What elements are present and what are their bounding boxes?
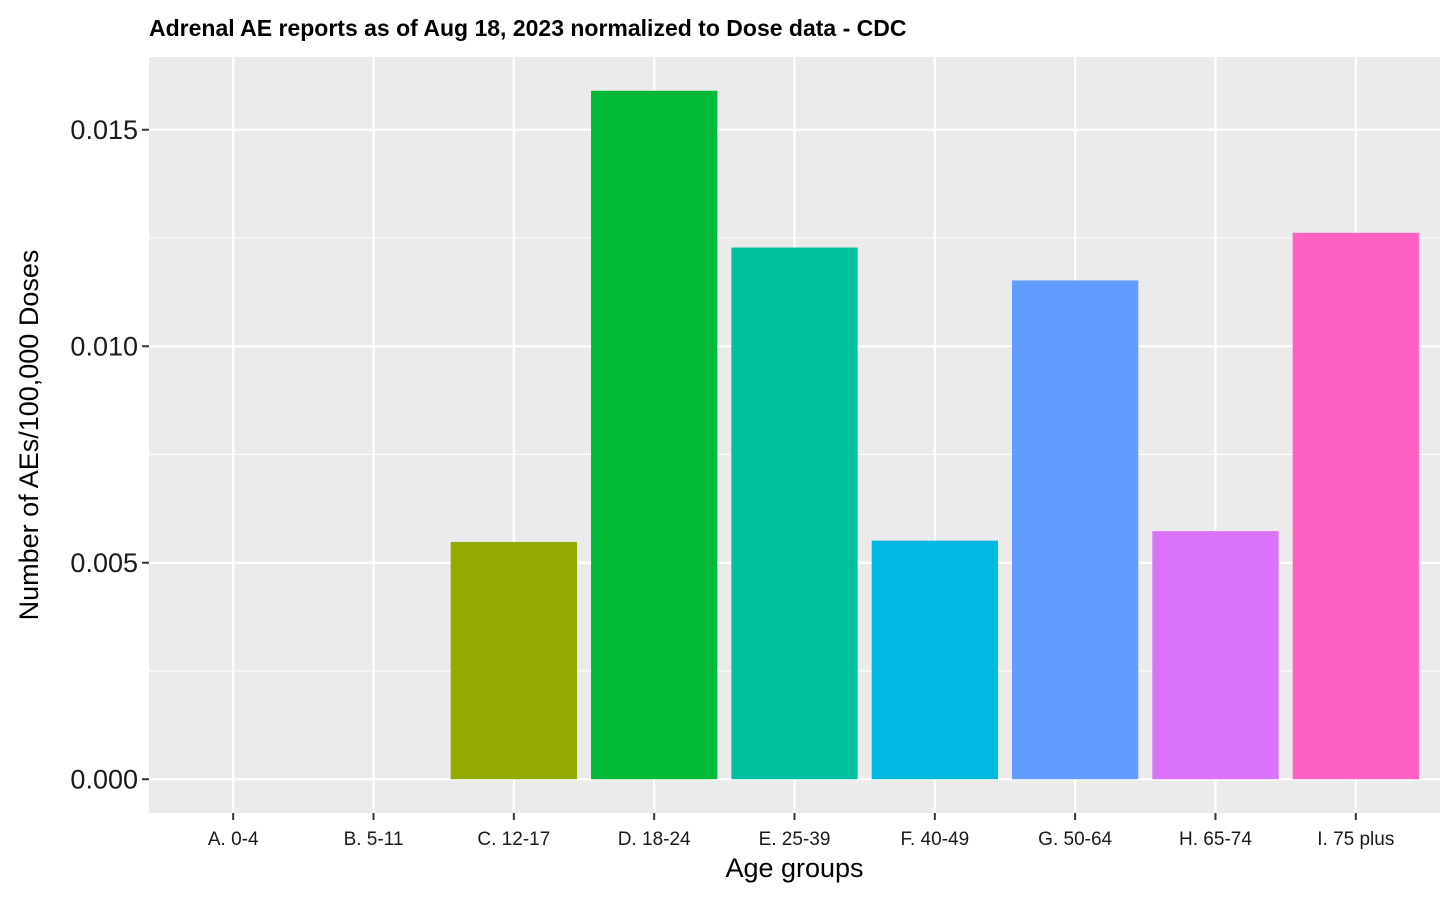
x-tick-label: E. 25-39: [759, 829, 831, 850]
bar: [1012, 280, 1139, 780]
bar: [731, 247, 858, 780]
x-tick-label: D. 18-24: [618, 829, 691, 850]
y-tick-label: 0.010: [70, 332, 138, 362]
y-axis: 0.000 0.005 0.010 0.015: [70, 115, 149, 795]
bar: [871, 540, 998, 780]
x-tick-label: B. 5-11: [344, 829, 404, 850]
chart-title: Adrenal AE reports as of Aug 18, 2023 no…: [149, 15, 906, 41]
x-axis-label: Age groups: [725, 853, 863, 883]
y-tick-label: 0.000: [70, 765, 138, 795]
x-tick-label: C. 12-17: [477, 829, 550, 850]
bar: [1152, 531, 1279, 780]
x-tick-label: F. 40-49: [900, 829, 969, 850]
bars: [450, 90, 1419, 780]
bar: [1292, 232, 1419, 780]
x-axis: A. 0-4 B. 5-11 C. 12-17 D. 18-24 E. 25-39 F. …: [208, 813, 1394, 850]
x-tick-label: G. 50-64: [1038, 829, 1112, 850]
x-tick-label: A. 0-4: [208, 829, 259, 850]
x-tick-label: H. 65-74: [1179, 829, 1252, 850]
y-tick-label: 0.015: [70, 115, 138, 145]
x-tick-label: I. 75 plus: [1317, 829, 1394, 850]
bar: [450, 541, 577, 780]
y-tick-label: 0.005: [70, 548, 138, 578]
y-axis-label: Number of AEs/100,000 Doses: [14, 250, 44, 621]
bar: [591, 90, 718, 780]
